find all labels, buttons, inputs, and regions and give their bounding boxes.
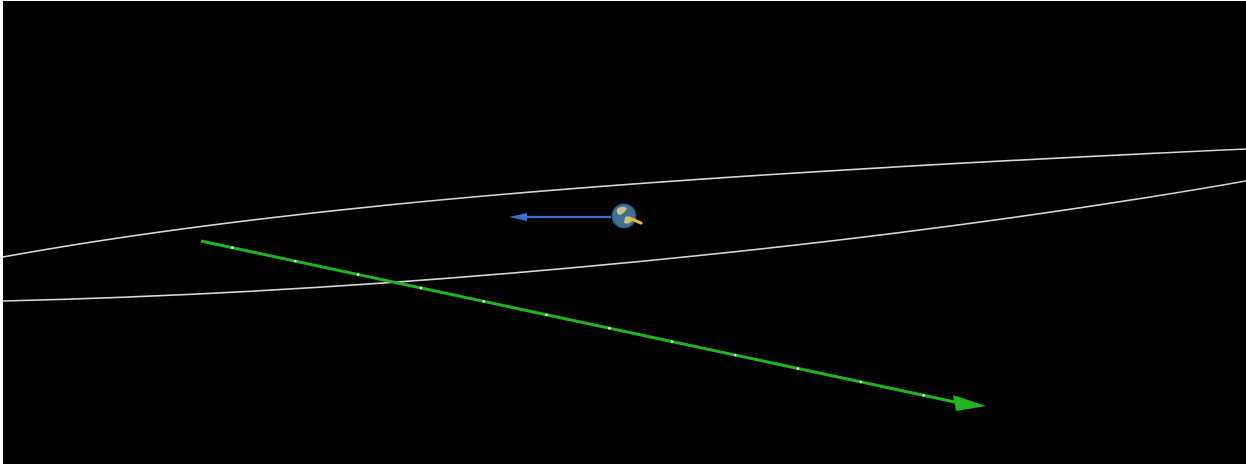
orbit-scene [3, 148, 1246, 411]
asteroid-position-marker [733, 353, 737, 357]
asteroid-position-marker [231, 246, 234, 250]
asteroid-position-marker [545, 313, 548, 317]
asteroid-position-markers [231, 246, 925, 397]
asteroid-position-marker [796, 367, 800, 370]
earth-orbit-lower-line [3, 180, 1246, 302]
asteroid-trajectory [200, 239, 956, 404]
earth-globe-icon[interactable] [611, 203, 637, 229]
asteroid-position-marker [419, 286, 423, 290]
asteroid-position-marker [482, 300, 486, 303]
asteroid-position-marker [293, 259, 297, 263]
asteroid-position-marker [356, 273, 360, 276]
arrowhead-icon[interactable] [953, 395, 986, 411]
asteroid-position-marker [670, 340, 674, 343]
orbit-viewer-canvas[interactable] [3, 1, 1246, 464]
asteroid-position-marker [859, 380, 863, 384]
earth-velocity-arrow [509, 213, 611, 221]
asteroid-position-marker [608, 326, 611, 330]
earth-orbit-upper-line [3, 148, 1246, 258]
earth-orbit-marker [627, 216, 643, 225]
asteroid-position-marker [922, 393, 925, 397]
